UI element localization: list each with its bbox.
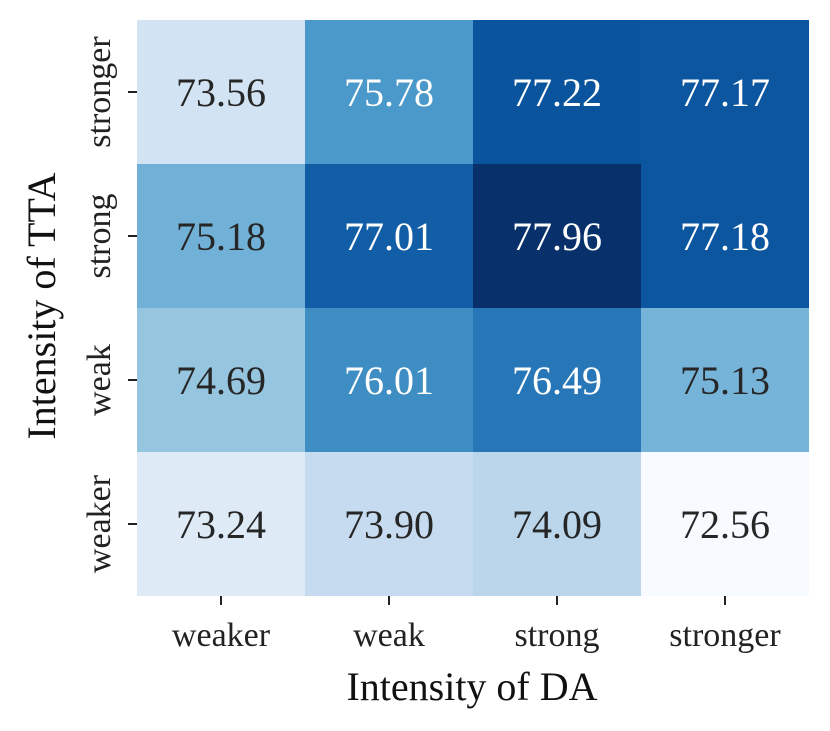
cell-value-label: 77.96 xyxy=(512,214,602,259)
heatmap-cell xyxy=(473,164,641,308)
axis-ticks: weaker weak strong stronger stronger strong we… xyxy=(81,36,781,654)
cell-value-label: 75.78 xyxy=(344,70,434,115)
heatmap-cell xyxy=(305,452,473,596)
heatmap-cell xyxy=(305,164,473,308)
heatmap-cell xyxy=(641,308,809,452)
cell-value-label: 76.01 xyxy=(344,358,434,403)
y-axis-title: Intensity of TTA xyxy=(19,172,64,439)
y-tick-label: weaker xyxy=(81,474,118,573)
cell-value-label: 75.13 xyxy=(680,358,770,403)
heatmap-cell xyxy=(641,164,809,308)
heatmap-cell xyxy=(137,308,305,452)
x-tick-label: stronger xyxy=(669,617,781,654)
heatmap-cell xyxy=(137,20,305,164)
cell-value-label: 77.17 xyxy=(680,70,770,115)
cell-value-label: 73.24 xyxy=(176,502,266,547)
x-tick-label: weaker xyxy=(172,617,271,654)
cell-value-label: 72.56 xyxy=(680,502,770,547)
cell-value-label: 76.49 xyxy=(512,358,602,403)
heatmap-cell xyxy=(305,308,473,452)
cell-value-label: 74.69 xyxy=(176,358,266,403)
y-tick-label: stronger xyxy=(81,36,118,148)
heatmap-cell xyxy=(473,20,641,164)
heatmap-cell xyxy=(641,452,809,596)
heatmap-cell xyxy=(305,20,473,164)
x-tick-label: weak xyxy=(353,617,425,654)
heatmap-cell xyxy=(473,308,641,452)
heatmap-cell xyxy=(473,452,641,596)
heatmap-cells: 73.56 75.78 77.22 77.17 75.18 77.01 77.96 77.18… xyxy=(137,20,809,596)
x-axis-title: Intensity of DA xyxy=(346,664,597,709)
y-tick-label: weak xyxy=(81,344,118,416)
cell-value-label: 77.18 xyxy=(680,214,770,259)
y-tick-label: strong xyxy=(81,194,118,279)
cell-value-label: 73.90 xyxy=(344,502,434,547)
cell-value-label: 75.18 xyxy=(176,214,266,259)
x-tick-label: strong xyxy=(515,617,600,654)
cell-value-label: 74.09 xyxy=(512,502,602,547)
heatmap-cell xyxy=(137,164,305,308)
heatmap-cell xyxy=(641,20,809,164)
cell-value-label: 77.01 xyxy=(344,214,434,259)
heatmap-cell xyxy=(137,452,305,596)
cell-value-label: 77.22 xyxy=(512,70,602,115)
cell-value-label: 73.56 xyxy=(176,70,266,115)
